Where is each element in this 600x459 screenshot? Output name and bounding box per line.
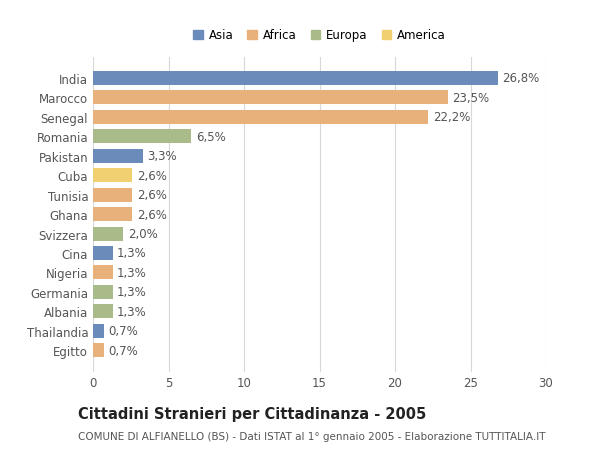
Text: 1,3%: 1,3%: [117, 247, 147, 260]
Bar: [93, 188, 132, 202]
Text: 1,3%: 1,3%: [117, 266, 147, 280]
Text: 1,3%: 1,3%: [117, 286, 147, 299]
Text: 0,7%: 0,7%: [108, 325, 138, 337]
Text: 22,2%: 22,2%: [433, 111, 470, 124]
Bar: [93, 227, 123, 241]
Text: 2,0%: 2,0%: [128, 228, 157, 241]
Bar: [93, 111, 428, 124]
Text: 2,6%: 2,6%: [137, 208, 167, 221]
Bar: [93, 149, 143, 163]
Bar: [93, 207, 132, 222]
Text: 2,6%: 2,6%: [137, 169, 167, 182]
Text: 0,7%: 0,7%: [108, 344, 138, 357]
Bar: [93, 91, 448, 105]
Bar: [93, 305, 113, 319]
Bar: [93, 343, 104, 358]
Bar: [93, 324, 104, 338]
Text: COMUNE DI ALFIANELLO (BS) - Dati ISTAT al 1° gennaio 2005 - Elaborazione TUTTITA: COMUNE DI ALFIANELLO (BS) - Dati ISTAT a…: [78, 431, 545, 442]
Bar: [93, 266, 113, 280]
Text: 2,6%: 2,6%: [137, 189, 167, 202]
Text: 23,5%: 23,5%: [452, 92, 490, 105]
Text: 3,3%: 3,3%: [148, 150, 177, 163]
Text: 6,5%: 6,5%: [196, 130, 226, 143]
Bar: [93, 285, 113, 299]
Bar: [93, 169, 132, 183]
Text: 26,8%: 26,8%: [502, 72, 539, 85]
Bar: [93, 72, 497, 86]
Legend: Asia, Africa, Europa, America: Asia, Africa, Europa, America: [190, 26, 449, 45]
Text: 1,3%: 1,3%: [117, 305, 147, 318]
Text: Cittadini Stranieri per Cittadinanza - 2005: Cittadini Stranieri per Cittadinanza - 2…: [78, 406, 426, 421]
Bar: [93, 246, 113, 260]
Bar: [93, 130, 191, 144]
